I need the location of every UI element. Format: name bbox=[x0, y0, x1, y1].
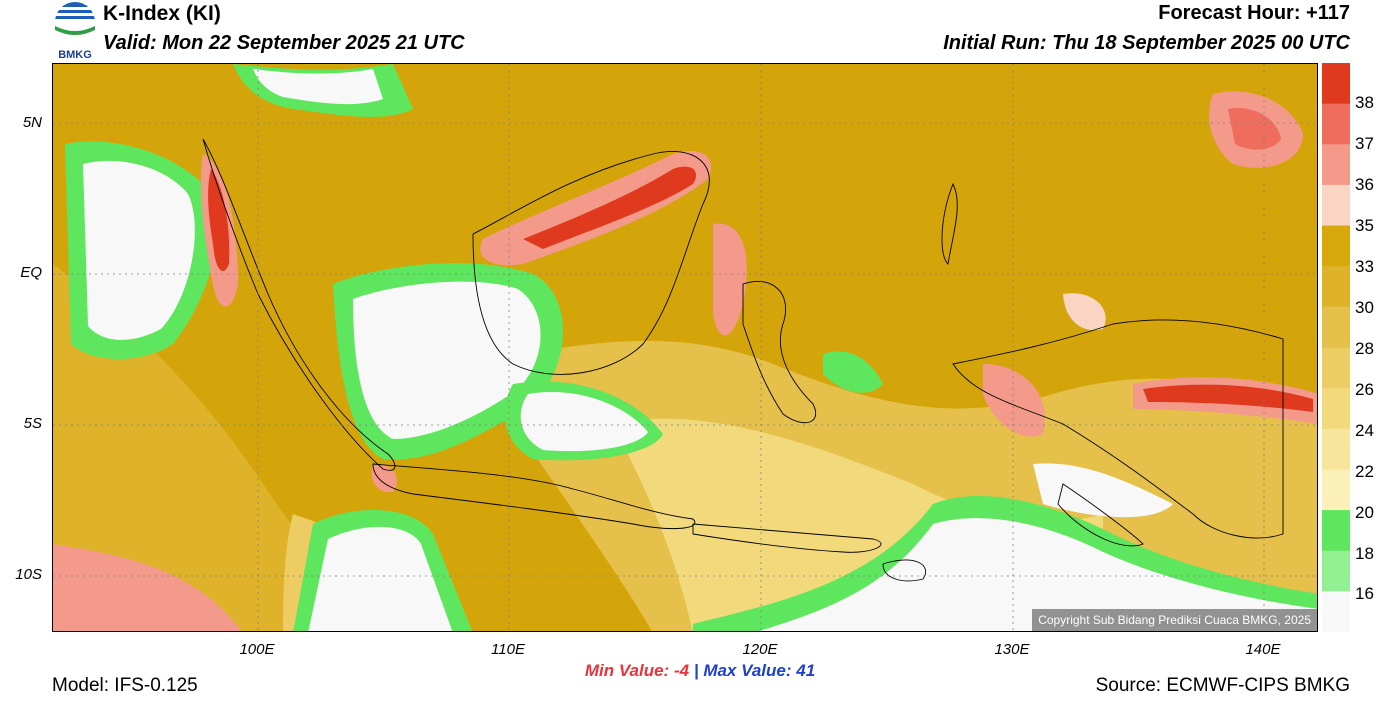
legend-label: 30 bbox=[1355, 298, 1374, 317]
min-value: -4 bbox=[673, 661, 690, 680]
logo-text: BMKG bbox=[58, 49, 92, 60]
legend-label: 37 bbox=[1355, 134, 1374, 153]
lat-label-eq: EQ bbox=[20, 264, 42, 281]
min-max-values: Min Value: -4 | Max Value: 41 bbox=[0, 661, 1400, 681]
legend-swatch bbox=[1322, 266, 1350, 308]
model-label: Model: IFS-0.125 bbox=[52, 675, 198, 696]
legend-label: 26 bbox=[1355, 380, 1374, 399]
legend-swatch bbox=[1322, 63, 1350, 105]
lon-label-100e: 100E bbox=[239, 641, 275, 658]
copyright-note: Copyright Sub Bidang Prediksi Cuaca BMKG… bbox=[1032, 609, 1317, 631]
legend-label: 20 bbox=[1355, 503, 1374, 522]
lon-label-120e: 120E bbox=[742, 641, 778, 658]
legend-swatch bbox=[1322, 103, 1350, 145]
legend-swatch bbox=[1322, 550, 1350, 592]
legend-swatch bbox=[1322, 306, 1350, 348]
legend-label: 22 bbox=[1355, 462, 1374, 481]
lon-label-130e: 130E bbox=[994, 641, 1030, 658]
min-value-label: Min Value: bbox=[584, 661, 670, 680]
legend-swatch bbox=[1322, 469, 1350, 511]
legend-swatch bbox=[1322, 428, 1350, 470]
legend-label: 18 bbox=[1355, 544, 1374, 563]
legend-swatch bbox=[1322, 144, 1350, 186]
legend-swatch bbox=[1322, 510, 1350, 552]
max-value: 41 bbox=[796, 661, 816, 680]
min-max-separator: | bbox=[693, 661, 699, 680]
valid-time: Valid: Mon 22 September 2025 21 UTC bbox=[103, 32, 465, 54]
legend-swatch bbox=[1322, 591, 1350, 633]
legend-label: 16 bbox=[1355, 584, 1374, 603]
legend-swatch bbox=[1322, 184, 1350, 227]
bmkg-logo: BMKG bbox=[50, 0, 100, 61]
legend-label: 36 bbox=[1355, 175, 1374, 194]
legend-label: 28 bbox=[1355, 339, 1374, 358]
lat-label-5n: 5N bbox=[22, 114, 42, 131]
page-title: K-Index (KI) bbox=[103, 2, 221, 25]
initial-run: Initial Run: Thu 18 September 2025 00 UT… bbox=[943, 32, 1350, 54]
lon-label-110e: 110E bbox=[491, 641, 525, 658]
color-legend bbox=[1322, 63, 1350, 633]
legend-swatch bbox=[1322, 388, 1350, 430]
lat-label-10s: 10S bbox=[15, 566, 42, 583]
legend-swatch bbox=[1322, 225, 1350, 267]
legend-label: 33 bbox=[1355, 257, 1374, 276]
k-index-map bbox=[52, 63, 1318, 632]
legend-label: 24 bbox=[1355, 421, 1374, 440]
legend-swatch bbox=[1322, 347, 1350, 389]
forecast-hour: Forecast Hour: +117 bbox=[1158, 2, 1350, 24]
lon-label-140e: 140E bbox=[1245, 641, 1281, 658]
legend-label: 35 bbox=[1355, 216, 1374, 235]
legend-label: 38 bbox=[1355, 93, 1374, 112]
lat-label-5s: 5S bbox=[23, 415, 42, 432]
max-value-label: Max Value: bbox=[703, 661, 792, 680]
source-label: Source: ECMWF-CIPS BMKG bbox=[1095, 675, 1350, 696]
